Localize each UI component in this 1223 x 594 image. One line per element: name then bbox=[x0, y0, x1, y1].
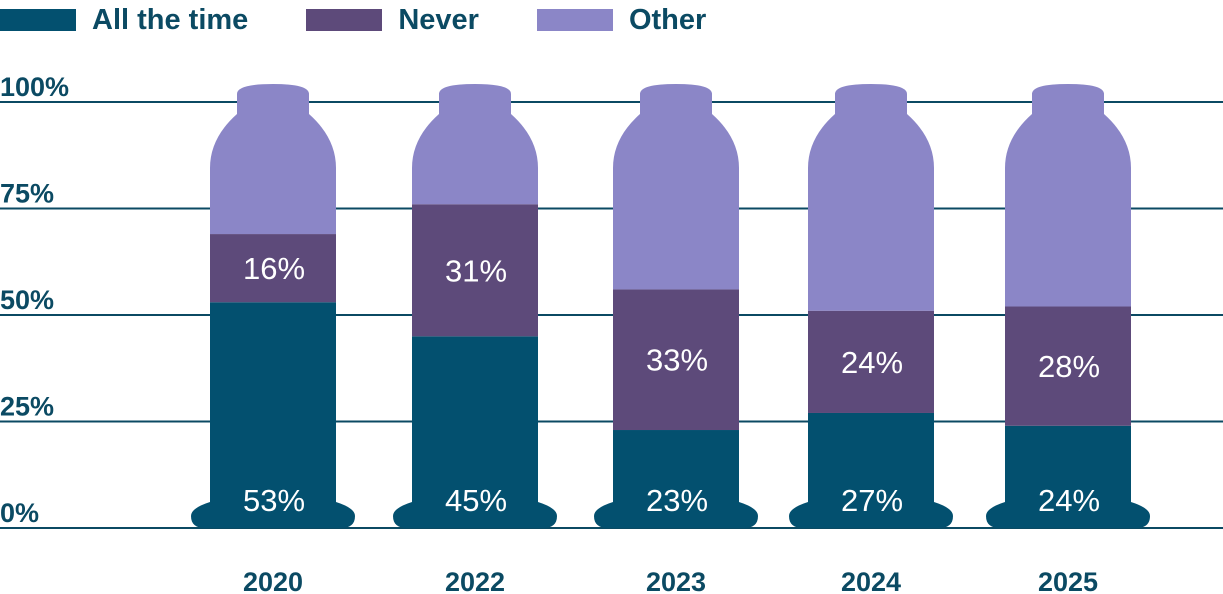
y-tick-label: 25% bbox=[0, 392, 54, 422]
x-category-label: 2025 bbox=[1038, 567, 1098, 594]
data-label: 45% bbox=[445, 483, 507, 518]
data-label: 24% bbox=[841, 345, 903, 380]
bar-segment-all-the-time bbox=[191, 302, 355, 528]
x-category-label: 2022 bbox=[445, 567, 505, 594]
bar-segment-other bbox=[594, 84, 758, 290]
data-label: 28% bbox=[1038, 349, 1100, 384]
bar-segment-all-the-time bbox=[393, 336, 557, 528]
bottle-2020 bbox=[191, 84, 355, 528]
data-label: 33% bbox=[646, 343, 708, 378]
legend-item-never: Never bbox=[306, 4, 479, 37]
data-label: 31% bbox=[445, 253, 507, 288]
bar-segment-never bbox=[789, 310, 953, 413]
label-layer: 0% 25% 50% 75% 100% 53% 16% 2020 45% 31% 2022 23% 33… bbox=[0, 72, 1100, 594]
bar-segment-never bbox=[986, 306, 1150, 426]
data-label: 27% bbox=[841, 483, 903, 518]
bar-segment-all-the-time bbox=[986, 425, 1150, 528]
x-category-label: 2020 bbox=[243, 567, 303, 594]
bar-segment-other bbox=[191, 84, 355, 235]
data-label: 53% bbox=[243, 483, 305, 518]
data-label: 23% bbox=[646, 483, 708, 518]
bar-segment-never bbox=[594, 289, 758, 431]
legend-label-never: Never bbox=[398, 3, 479, 36]
bar-segment-never bbox=[393, 204, 557, 337]
data-label: 24% bbox=[1038, 483, 1100, 518]
x-category-label: 2024 bbox=[841, 567, 901, 594]
bar-segment-never bbox=[191, 234, 355, 303]
legend-swatch-other bbox=[536, 9, 613, 31]
y-tick-label: 100% bbox=[0, 72, 69, 102]
legend-item-all-the-time: All the time bbox=[0, 4, 248, 37]
legend-item-other: Other bbox=[536, 3, 707, 37]
bottle-2022 bbox=[393, 84, 557, 528]
y-tick-label: 75% bbox=[0, 179, 54, 209]
x-category-label: 2023 bbox=[646, 567, 706, 594]
legend-swatch-never bbox=[306, 9, 383, 31]
bar-segment-other bbox=[986, 84, 1150, 307]
legend: All the time Never Other bbox=[0, 2, 764, 38]
legend-label-all-the-time: All the time bbox=[92, 3, 249, 36]
legend-label-other: Other bbox=[628, 3, 707, 36]
legend-swatch-all-the-time bbox=[0, 9, 76, 31]
bottle-layer bbox=[191, 84, 1150, 528]
bar-segment-all-the-time bbox=[789, 412, 953, 528]
y-tick-label: 50% bbox=[0, 285, 54, 315]
y-tick-label: 0% bbox=[0, 498, 39, 528]
bar-segment-all-the-time bbox=[594, 430, 758, 528]
data-label: 16% bbox=[243, 251, 305, 286]
bar-segment-other bbox=[789, 84, 953, 311]
